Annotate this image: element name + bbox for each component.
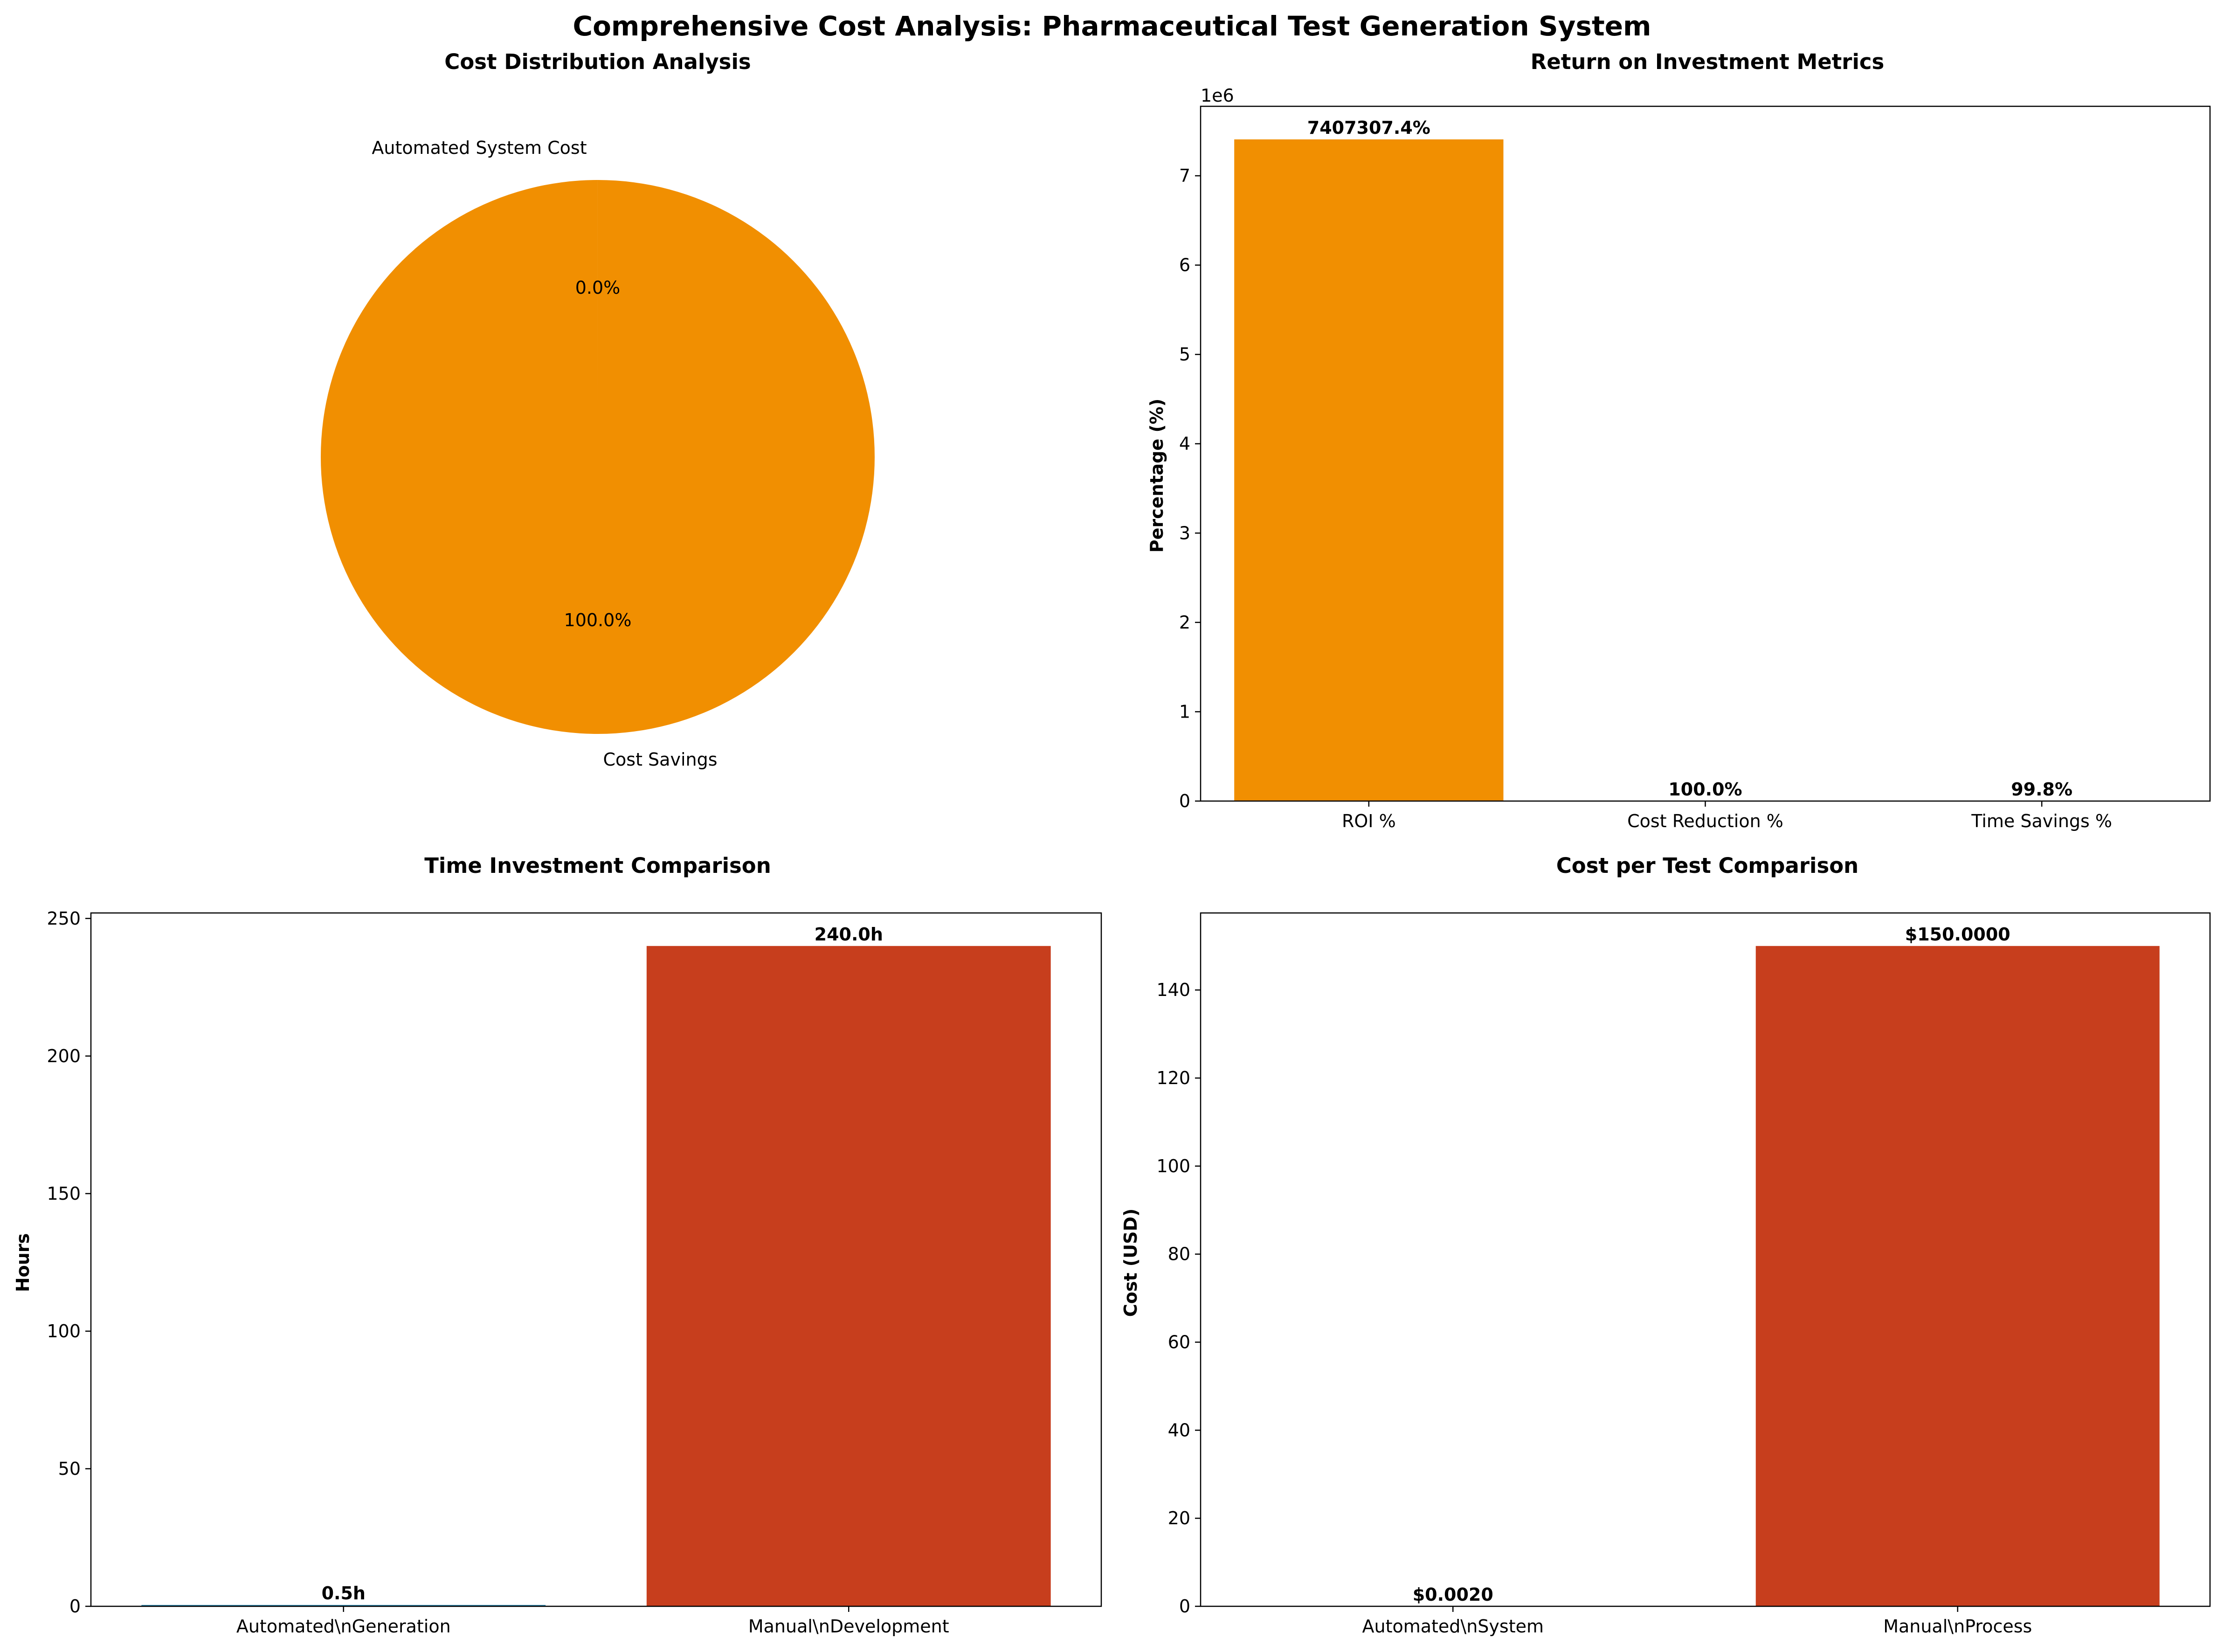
pie-slices (320, 180, 875, 734)
roi-ylabel: Percentage (%) (1147, 399, 1167, 553)
cost-plot-area: $0.0020 $150.0000 0 20 40 60 80 100 120 140 Automa… (1156, 912, 2211, 1637)
cost-title: Cost per Test Comparison (1556, 853, 1858, 878)
pie-label-automated: Automated System Cost (372, 138, 587, 158)
time-plot-area: 0.5h 240.0h 0 50 100 150 200 250 Automated\nGene… (47, 908, 1102, 1637)
roi-offset-label: 1e6 (1201, 85, 1234, 106)
time-ytick-label-5: 250 (47, 908, 81, 929)
figure-title: Comprehensive Cost Analysis: Pharmaceuti… (573, 10, 1651, 42)
cost-ytick-label-4: 80 (1168, 1244, 1190, 1265)
cost-xtick-label-0: Automated\nSystem (1362, 1616, 1544, 1637)
time-ytick-label-1: 50 (58, 1458, 81, 1479)
roi-bar-0 (1234, 139, 1504, 801)
pie-label-savings: Cost Savings (603, 749, 717, 770)
time-axes-frame (90, 912, 1102, 1607)
cost-ytick-label-5: 100 (1156, 1156, 1190, 1176)
roi-ytick-label-7: 7 (1179, 166, 1190, 186)
pie-slice-savings (320, 180, 875, 734)
roi-xtick-label-0: ROI % (1342, 811, 1396, 831)
time-ytick-label-3: 150 (47, 1183, 81, 1204)
roi-title: Return on Investment Metrics (1531, 49, 1885, 74)
pie-pct-savings: 100.0% (564, 610, 632, 630)
cost-panel: Cost per Test Comparison Cost (USD) $0.0… (1120, 853, 2211, 1637)
cost-xtick-label-1: Manual\nProcess (1883, 1616, 2032, 1637)
cost-ytick-label-1: 20 (1168, 1508, 1190, 1528)
cost-value-label-1: $150.0000 (1905, 924, 2010, 945)
roi-ytick-label-6: 6 (1179, 255, 1190, 276)
time-ytick-label-4: 200 (47, 1046, 81, 1066)
cost-ylabel: Cost (USD) (1120, 1209, 1141, 1317)
roi-value-label-0: 7407307.4% (1307, 118, 1430, 138)
time-xtick-label-0: Automated\nGeneration (236, 1616, 451, 1637)
cost-bar-1 (1755, 946, 2160, 1606)
time-value-label-0: 0.5h (322, 1583, 366, 1604)
time-xtick-label-1: Manual\nDevelopment (748, 1616, 949, 1637)
cost-ytick-label-7: 140 (1156, 980, 1190, 1000)
roi-ytick-label-1: 1 (1179, 701, 1190, 722)
cost-ytick-label-3: 60 (1168, 1332, 1190, 1353)
roi-value-label-1: 100.0% (1668, 779, 1742, 800)
cost-ytick-label-0: 0 (1179, 1596, 1190, 1617)
time-ylabel: Hours (13, 1233, 33, 1292)
roi-value-label-2: 99.8% (2011, 779, 2072, 800)
roi-plot-area: 7407307.4% 100.0% 99.8% 0 1 2 3 4 5 6 7 ROI % Cost R… (1179, 105, 2211, 831)
roi-panel: Return on Investment Metrics 1e6 Percent… (1147, 49, 2211, 831)
time-ytick-label-0: 0 (69, 1596, 81, 1617)
roi-ytick-label-5: 5 (1179, 344, 1190, 365)
roi-ytick-label-3: 3 (1179, 523, 1190, 543)
roi-ytick-label-4: 4 (1179, 434, 1190, 454)
cost-value-label-0: $0.0020 (1413, 1584, 1493, 1605)
pie-panel: Cost Distribution Analysis Automated Sys… (320, 49, 875, 770)
time-value-label-1: 240.0h (815, 924, 883, 945)
time-bar-1 (646, 946, 1051, 1606)
cost-axes-frame (1200, 912, 2211, 1607)
time-title: Time Investment Comparison (424, 853, 771, 878)
cost-ytick-label-6: 120 (1156, 1068, 1190, 1088)
time-ytick-label-2: 100 (47, 1321, 81, 1341)
time-bar-0 (141, 1605, 546, 1606)
pie-pct-automated: 0.0% (575, 277, 621, 298)
roi-ytick-label-2: 2 (1179, 612, 1190, 633)
time-panel: Time Investment Comparison Hours 0.5h 240… (13, 853, 1102, 1637)
cost-ytick-label-2: 40 (1168, 1420, 1190, 1440)
pie-title: Cost Distribution Analysis (444, 49, 751, 74)
roi-xtick-label-2: Time Savings % (1971, 811, 2112, 831)
roi-xtick-label-1: Cost Reduction % (1627, 811, 1783, 831)
roi-ytick-label-0: 0 (1179, 791, 1190, 811)
